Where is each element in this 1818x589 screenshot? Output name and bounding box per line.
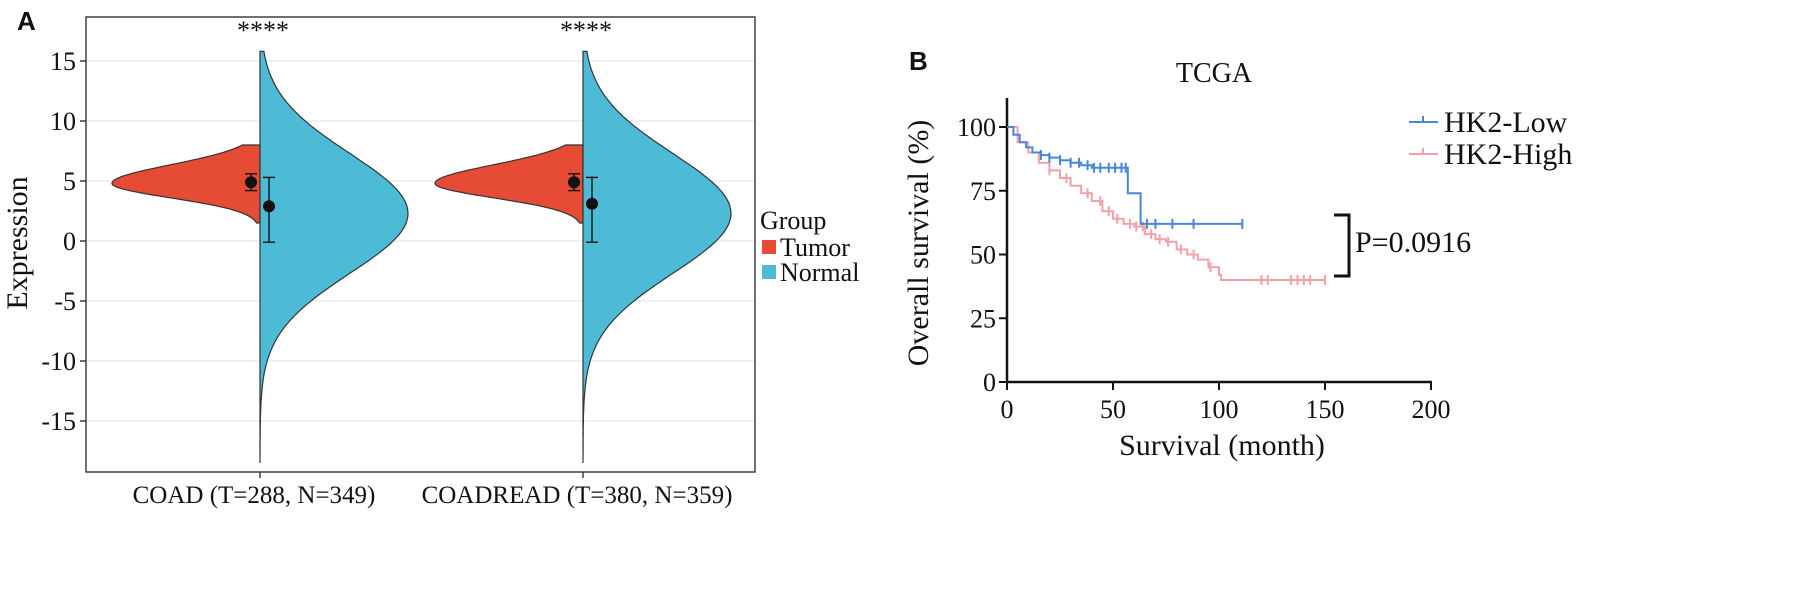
x-tick-label: COAD (T=288, N=349) bbox=[133, 482, 376, 509]
mean-point bbox=[263, 200, 275, 213]
violins bbox=[111, 50, 732, 463]
survival-curve bbox=[1007, 126, 1325, 281]
y-axis: 15 10 5 0 -5 -10 -15 bbox=[41, 47, 86, 436]
y-tick-label: 0 bbox=[983, 368, 996, 397]
legend-label-hk2-low: HK2-Low bbox=[1444, 106, 1568, 139]
y-tick-label: 5 bbox=[63, 167, 76, 196]
p-value-text: P=0.0916 bbox=[1355, 226, 1471, 259]
panel-a-letter: A bbox=[17, 6, 36, 36]
x-tick-label: 150 bbox=[1306, 395, 1345, 424]
y-tick-label: 10 bbox=[50, 107, 76, 136]
legend-title: Group bbox=[760, 206, 826, 235]
mean-point bbox=[245, 176, 257, 189]
km-chart: TCGA 0 25 50 75 100 0 50 100 150 200 Survival (mo… bbox=[902, 58, 1572, 462]
legend-swatch-tumor bbox=[762, 240, 776, 254]
significance-label: **** bbox=[560, 16, 612, 45]
error-bars bbox=[245, 173, 598, 243]
legend-line-hk2-high bbox=[1409, 148, 1438, 155]
plot-frame bbox=[85, 16, 756, 473]
x-tick-label: COADREAD (T=380, N=359) bbox=[422, 482, 733, 509]
y-axis-title-b: Overall survival (%) bbox=[902, 120, 935, 367]
y-tick-label: 0 bbox=[63, 227, 76, 256]
violin-tumor bbox=[111, 144, 261, 224]
y-axis-title: Expression bbox=[1, 176, 34, 309]
legend: Group Tumor Normal bbox=[760, 206, 859, 287]
y-tick-label: -15 bbox=[41, 407, 76, 436]
significance-label: **** bbox=[237, 16, 289, 45]
km-legend: HK2-Low HK2-High bbox=[1409, 106, 1572, 171]
y-tick-label: 100 bbox=[957, 113, 996, 142]
p-value-bracket bbox=[1334, 213, 1351, 278]
legend-swatch-normal bbox=[762, 265, 776, 279]
violin-tumor bbox=[434, 144, 584, 224]
y-tick-label: 25 bbox=[970, 304, 996, 333]
y-tick-label: 50 bbox=[970, 241, 996, 270]
legend-line-hk2-low bbox=[1409, 116, 1438, 123]
mean-point bbox=[586, 197, 598, 210]
p-value-annotation: P=0.0916 bbox=[1334, 213, 1471, 278]
x-tick-label: 50 bbox=[1100, 395, 1126, 424]
legend-label-hk2-high: HK2-High bbox=[1444, 138, 1572, 171]
y-tick-label: -10 bbox=[41, 347, 76, 376]
y-tick-label: -5 bbox=[54, 287, 76, 316]
y-tick-label: 75 bbox=[970, 177, 996, 206]
chart-title: TCGA bbox=[1176, 58, 1253, 89]
axes: 0 25 50 75 100 0 50 100 150 200 bbox=[957, 98, 1451, 424]
mean-point bbox=[568, 176, 580, 189]
violin-normal bbox=[259, 50, 409, 463]
y-tick-label: 15 bbox=[50, 47, 76, 76]
panel-b-letter: B bbox=[909, 46, 928, 76]
x-tick-label: 100 bbox=[1200, 395, 1239, 424]
legend-label-normal: Normal bbox=[780, 258, 859, 287]
x-tick-label: 200 bbox=[1412, 395, 1451, 424]
violin-normal bbox=[582, 50, 732, 463]
legend-label-tumor: Tumor bbox=[780, 233, 850, 262]
survival-curves bbox=[1007, 126, 1326, 285]
x-axis-title: Survival (month) bbox=[1119, 429, 1325, 462]
survival-curve bbox=[1007, 126, 1243, 225]
x-axis: COAD (T=288, N=349) **** COADREAD (T=380, … bbox=[133, 16, 733, 509]
x-tick-label: 0 bbox=[1001, 395, 1014, 424]
